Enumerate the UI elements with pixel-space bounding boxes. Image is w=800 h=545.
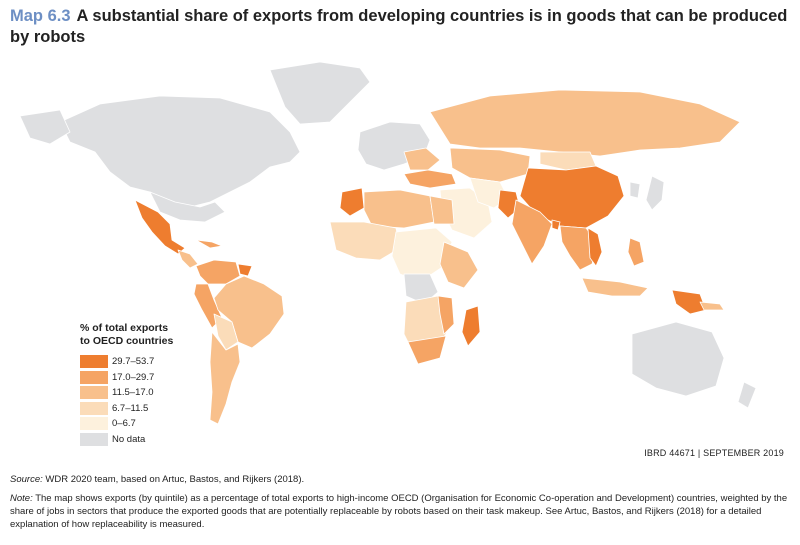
- note-label: Note:: [10, 493, 33, 504]
- region-caribbean: [195, 239, 223, 249]
- region-west-africa: [329, 221, 401, 261]
- legend-item: 0–6.7: [80, 416, 200, 432]
- map-legend: % of total exports to OECD countries 29.…: [80, 322, 200, 447]
- region-usa-south: [149, 191, 226, 223]
- map-title-text: A substantial share of exports from deve…: [10, 7, 788, 46]
- note-text: Note: The map shows exports (by quintile…: [10, 492, 792, 531]
- legend-swatch: [80, 401, 108, 415]
- country-japan: [645, 175, 665, 211]
- region-guianas: [237, 263, 253, 277]
- country-bangladesh: [551, 219, 561, 231]
- country-south-africa: [407, 335, 447, 365]
- legend-item: No data: [80, 432, 200, 448]
- legend-item: 11.5–17.0: [80, 385, 200, 401]
- legend-label: 0–6.7: [112, 418, 136, 430]
- country-morocco: [339, 187, 365, 217]
- region-greenland: [269, 61, 371, 125]
- country-india: [511, 199, 553, 265]
- region-eastern-europe: [403, 147, 441, 171]
- legend-title: % of total exports to OECD countries: [80, 322, 200, 348]
- country-mozambique: [437, 295, 455, 335]
- legend-label: 29.7–53.7: [112, 356, 155, 368]
- country-indonesia: [581, 277, 649, 297]
- map-title: Map 6.3 A substantial share of exports fr…: [10, 6, 790, 48]
- source-label: Source:: [10, 474, 43, 485]
- country-madagascar: [461, 305, 481, 347]
- region-egypt: [429, 195, 455, 225]
- region-central-america: [177, 249, 199, 269]
- region-north-africa: [363, 189, 435, 229]
- country-korea: [629, 181, 641, 199]
- region-antarctic-islands: [699, 301, 725, 311]
- legend-item: 17.0–29.7: [80, 370, 200, 386]
- legend-title-line-2: to OECD countries: [80, 335, 174, 347]
- source-text: Source: WDR 2020 team, based on Artuc, B…: [10, 474, 790, 485]
- legend-swatch: [80, 355, 108, 369]
- country-new-zealand: [737, 381, 757, 409]
- legend-item: 29.7–53.7: [80, 354, 200, 370]
- country-australia: [631, 321, 725, 397]
- country-colombia-venezuela: [195, 259, 241, 285]
- country-brazil: [213, 275, 285, 349]
- country-vietnam: [587, 227, 603, 267]
- legend-title-line-1: % of total exports: [80, 322, 169, 334]
- legend-label: 11.5–17.0: [112, 387, 154, 399]
- country-russia: [429, 89, 741, 157]
- legend-label: 6.7–11.5: [112, 402, 149, 414]
- legend-swatch: [80, 386, 108, 400]
- legend-label: 17.0–29.7: [112, 371, 155, 383]
- note-body: The map shows exports (by quintile) as a…: [10, 493, 788, 530]
- region-central-asia: [449, 147, 531, 183]
- region-north-america: [59, 95, 301, 208]
- map-number: Map 6.3: [10, 7, 71, 25]
- region-alaska: [19, 109, 71, 145]
- region-east-africa: [439, 241, 479, 289]
- country-argentina-chile: [209, 331, 241, 425]
- legend-swatch: [80, 432, 108, 446]
- world-map: [0, 52, 800, 462]
- legend-swatch: [80, 370, 108, 384]
- region-balkans-turkey: [403, 169, 457, 189]
- map-id: IBRD 44671 | SEPTEMBER 2019: [644, 448, 784, 458]
- country-philippines: [627, 237, 645, 267]
- country-papua-new-guinea: [671, 289, 707, 315]
- legend-swatch: [80, 417, 108, 431]
- region-central-africa: [391, 227, 453, 283]
- country-bolivia-paraguay: [213, 313, 239, 351]
- legend-label: No data: [112, 433, 146, 445]
- legend-item: 6.7–11.5: [80, 401, 200, 417]
- source-body: WDR 2020 team, based on Artuc, Bastos, a…: [45, 474, 305, 485]
